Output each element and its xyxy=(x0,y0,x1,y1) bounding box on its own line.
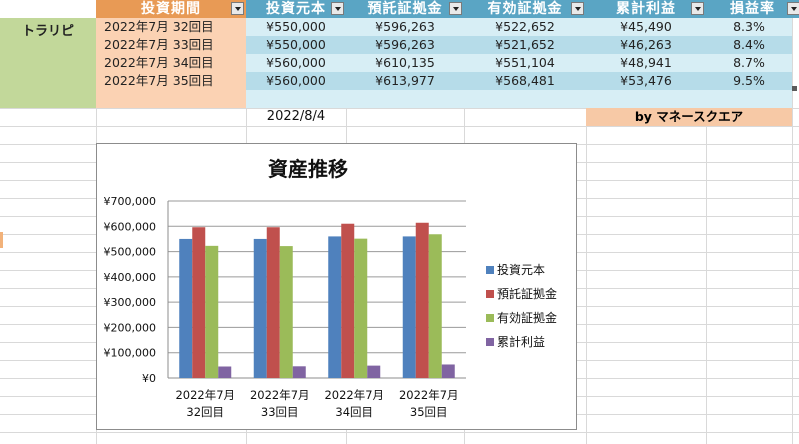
cell-effective[interactable]: ¥551,104 xyxy=(464,54,586,72)
cell-effective[interactable]: ¥568,481 xyxy=(464,72,586,90)
header-deposit[interactable]: 預託証拠金 xyxy=(346,0,464,18)
cell-principal[interactable]: ¥550,000 xyxy=(246,36,346,54)
asset-chart[interactable]: 資産推移 ¥0 ¥100,000 ¥200,000 ¥300,000 ¥400,000 ¥… xyxy=(96,143,577,430)
filter-dropdown-icon[interactable] xyxy=(331,2,344,15)
header-profit-label: 累計利益 xyxy=(616,1,676,17)
bar-預託証拠金-2[interactable] xyxy=(266,227,280,378)
y-tick-label: ¥100,000 xyxy=(104,347,157,360)
date-text: 2022/8/4 xyxy=(266,109,326,124)
bar-累計利益-2[interactable] xyxy=(292,366,306,378)
filter-dropdown-icon[interactable] xyxy=(231,2,244,15)
filter-dropdown-icon[interactable] xyxy=(691,2,704,15)
legend-label: 投資元本 xyxy=(497,262,545,277)
header-principal[interactable]: 投資元本 xyxy=(246,0,346,18)
header-profit[interactable]: 累計利益 xyxy=(586,0,706,18)
x-tick-label: 2022年7月 xyxy=(399,388,459,402)
legend-swatch xyxy=(486,338,494,346)
legend-label: 累計利益 xyxy=(497,334,545,349)
x-tick-label: 35回目 xyxy=(410,405,448,419)
bar-投資元本-2[interactable] xyxy=(253,238,267,378)
filter-dropdown-icon[interactable] xyxy=(787,2,799,15)
asset-chart-svg: 資産推移 ¥0 ¥100,000 ¥200,000 ¥300,000 ¥400,000 ¥… xyxy=(104,157,558,419)
cell-profit[interactable]: ¥48,941 xyxy=(586,54,706,72)
bar-投資元本-3[interactable] xyxy=(328,236,342,378)
legend-label: 有効証拠金 xyxy=(497,310,557,325)
bar-投資元本-4[interactable] xyxy=(402,236,416,378)
chart-title: 資産推移 xyxy=(268,157,348,181)
cell-deposit[interactable]: ¥596,263 xyxy=(346,36,464,54)
cell-principal[interactable]: ¥560,000 xyxy=(246,72,346,90)
y-tick-label: ¥500,000 xyxy=(104,246,157,259)
y-tick-label: ¥400,000 xyxy=(104,271,157,284)
cell-principal[interactable]: ¥560,000 xyxy=(246,54,346,72)
filter-dropdown-icon[interactable] xyxy=(571,2,584,15)
cell-principal[interactable]: ¥550,000 xyxy=(246,18,346,36)
header-effective-label: 有効証拠金 xyxy=(487,1,563,17)
bar-預託証拠金-3[interactable] xyxy=(341,223,355,378)
cell-deposit[interactable]: ¥613,977 xyxy=(346,72,464,90)
filter-dropdown-icon[interactable] xyxy=(449,2,462,15)
bar-有効証拠金-1[interactable] xyxy=(205,245,219,378)
cell-profit[interactable]: ¥53,476 xyxy=(586,72,706,90)
x-tick-label: 33回目 xyxy=(261,405,299,419)
cell-rate[interactable]: 8.3% xyxy=(706,18,792,36)
cell-profit[interactable]: ¥46,263 xyxy=(586,36,706,54)
cell-deposit[interactable]: ¥596,263 xyxy=(346,18,464,36)
bar-預託証拠金-1[interactable] xyxy=(192,227,206,378)
header-rate[interactable]: 損益率 xyxy=(706,0,799,18)
bar-累計利益-3[interactable] xyxy=(367,365,381,378)
credit-cell[interactable]: by マネースクエア xyxy=(586,108,792,126)
bar-有効証拠金-3[interactable] xyxy=(354,238,368,378)
legend-swatch xyxy=(486,290,494,298)
date-cell[interactable]: 2022/8/4 xyxy=(246,108,346,126)
name-cell[interactable]: トラリピ xyxy=(0,18,96,108)
y-tick-label: ¥200,000 xyxy=(104,321,157,334)
credit-text: by マネースクエア xyxy=(634,109,744,124)
header-period-label: 投資期間 xyxy=(141,1,201,17)
bar-累計利益-1[interactable] xyxy=(218,366,232,378)
cell-deposit[interactable]: ¥610,135 xyxy=(346,54,464,72)
bar-累計利益-4[interactable] xyxy=(441,364,455,378)
x-tick-label: 2022年7月 xyxy=(175,388,235,402)
x-tick-label: 2022年7月 xyxy=(324,388,384,402)
cell-rate[interactable]: 8.7% xyxy=(706,54,792,72)
empty-peach-cell[interactable] xyxy=(96,90,246,108)
y-tick-label: ¥600,000 xyxy=(104,220,157,233)
cell-rate[interactable]: 8.4% xyxy=(706,36,792,54)
legend-swatch xyxy=(486,266,494,274)
cell-effective[interactable]: ¥521,652 xyxy=(464,36,586,54)
header-rate-label: 損益率 xyxy=(730,1,775,17)
legend-label: 預託証拠金 xyxy=(497,286,557,301)
bar-預託証拠金-4[interactable] xyxy=(415,222,429,378)
cell-profit[interactable]: ¥45,490 xyxy=(586,18,706,36)
cell-effective[interactable]: ¥522,652 xyxy=(464,18,586,36)
header-period[interactable]: 投資期間 xyxy=(96,0,246,18)
bar-投資元本-1[interactable] xyxy=(179,238,193,378)
cell-period[interactable]: 2022年7月 34回目 xyxy=(96,54,246,72)
cell-period[interactable]: 2022年7月 35回目 xyxy=(96,72,246,90)
bar-有効証拠金-4[interactable] xyxy=(428,234,442,378)
cell-period[interactable]: 2022年7月 32回目 xyxy=(96,18,246,36)
legend-swatch xyxy=(486,314,494,322)
name-cell-label: トラリピ xyxy=(22,24,75,39)
cell-period[interactable]: 2022年7月 33回目 xyxy=(96,36,246,54)
autofill-handle-icon[interactable] xyxy=(792,86,797,91)
x-tick-label: 2022年7月 xyxy=(250,388,310,402)
empty-blue-band[interactable] xyxy=(246,90,792,108)
y-tick-label: ¥700,000 xyxy=(104,195,157,208)
cell-rate[interactable]: 9.5% xyxy=(706,72,792,90)
header-deposit-label: 預託証拠金 xyxy=(367,1,443,17)
x-tick-label: 34回目 xyxy=(335,405,373,419)
y-tick-label: ¥0 xyxy=(142,372,156,385)
header-effective[interactable]: 有効証拠金 xyxy=(464,0,586,18)
bar-有効証拠金-2[interactable] xyxy=(279,246,293,378)
y-tick-label: ¥300,000 xyxy=(104,296,157,309)
x-tick-label: 32回目 xyxy=(186,405,224,419)
header-principal-label: 投資元本 xyxy=(266,1,326,17)
